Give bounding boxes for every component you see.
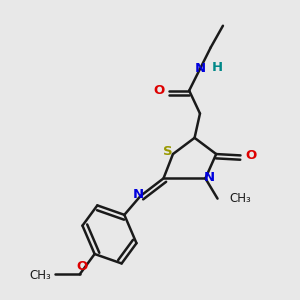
Text: H: H — [212, 61, 223, 74]
Text: CH₃: CH₃ — [230, 192, 251, 205]
Text: N: N — [204, 170, 215, 184]
Text: N: N — [194, 62, 206, 76]
Text: O: O — [77, 260, 88, 273]
Text: S: S — [163, 146, 173, 158]
Text: CH₃: CH₃ — [30, 269, 51, 282]
Text: O: O — [245, 149, 256, 162]
Text: O: O — [154, 84, 165, 97]
Text: N: N — [132, 188, 143, 201]
